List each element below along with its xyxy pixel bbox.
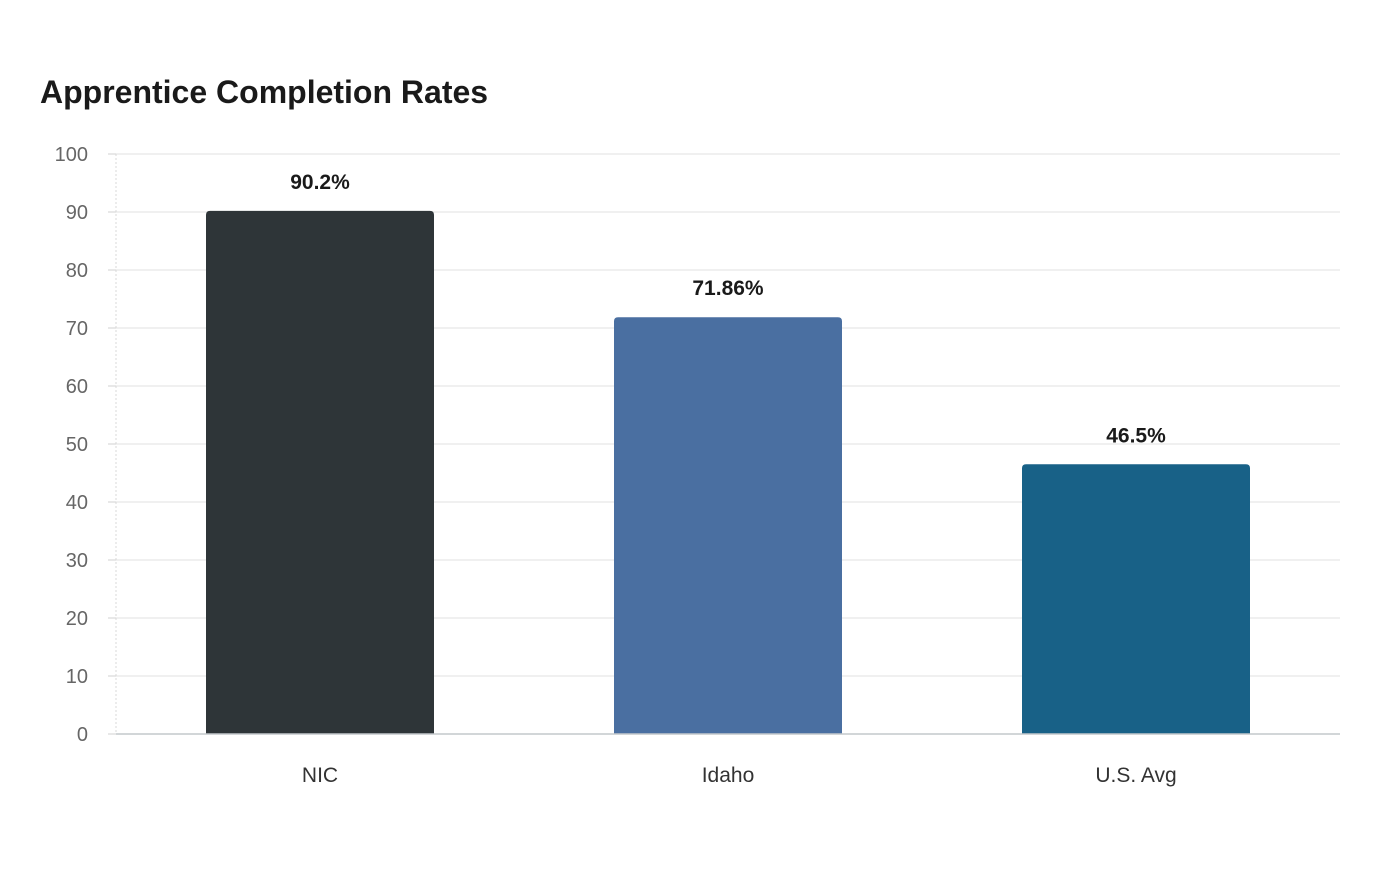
x-category-label: Idaho xyxy=(702,764,755,787)
y-tick-label: 0 xyxy=(77,724,88,746)
labels: 0 10 20 30 40 50 60 70 80 90 100 90.2% NIC 71.86% Idah… xyxy=(55,144,1177,787)
bar-value-label: 71.86% xyxy=(692,277,764,300)
y-tick-label: 40 xyxy=(66,492,88,514)
y-tick-label: 50 xyxy=(66,434,88,456)
bar-nic[interactable] xyxy=(206,210,434,735)
x-category-label: NIC xyxy=(302,764,338,787)
bar-idaho[interactable] xyxy=(614,317,842,734)
bar-value-label: 90.2% xyxy=(290,171,350,194)
y-tick-label: 100 xyxy=(55,144,88,166)
y-tick-label: 70 xyxy=(66,318,88,340)
x-category-label: U.S. Avg xyxy=(1095,764,1176,787)
y-tick-label: 20 xyxy=(66,608,88,630)
y-tick-label: 30 xyxy=(66,550,88,572)
bar-u-s-avg[interactable] xyxy=(1022,464,1250,734)
y-tick-label: 60 xyxy=(66,376,88,398)
y-tick-label: 80 xyxy=(66,260,88,282)
y-tick-label: 90 xyxy=(66,202,88,224)
y-tick-label: 10 xyxy=(66,666,88,688)
chart-title: Apprentice Completion Rates xyxy=(40,74,489,110)
bar-value-label: 46.5% xyxy=(1106,424,1166,447)
bars xyxy=(206,210,1250,735)
